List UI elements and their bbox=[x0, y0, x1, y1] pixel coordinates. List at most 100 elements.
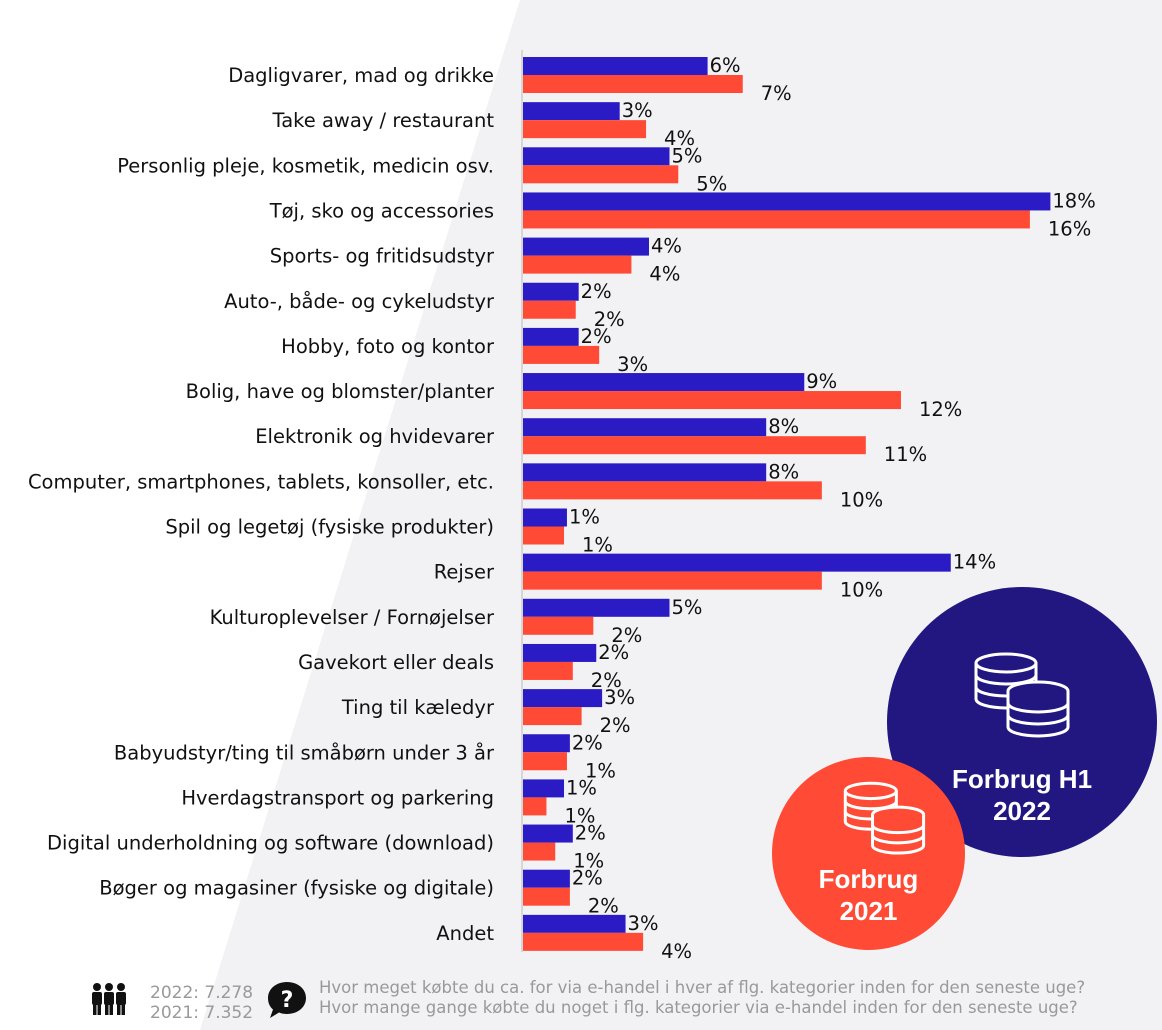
category-label: Gavekort eller deals bbox=[298, 651, 494, 674]
bar-2022 bbox=[523, 824, 573, 843]
bar-2022 bbox=[523, 373, 805, 392]
bar-2021 bbox=[523, 255, 632, 274]
value-label-2022: 3% bbox=[622, 99, 653, 122]
value-label-2021: 12% bbox=[919, 398, 962, 421]
bar-2021 bbox=[523, 75, 743, 93]
category-label: Babyudstyr/ting til småbørn under 3 år bbox=[114, 741, 495, 764]
legend-item-2021: Forbrug 2021 bbox=[772, 757, 965, 950]
bar-2021 bbox=[523, 616, 594, 635]
value-label-2022: 2% bbox=[575, 822, 606, 845]
bar-2022 bbox=[523, 282, 579, 301]
survey-question-1: Hvor meget købte du ca. for via e-handel… bbox=[319, 978, 1086, 997]
category-label: Elektronik og hvidevarer bbox=[255, 425, 495, 448]
sample-size-2022: 2022: 7.278 bbox=[150, 983, 254, 1003]
bar-2022 bbox=[523, 869, 570, 888]
value-label-2022: 3% bbox=[604, 686, 635, 709]
category-label: Digital underholdning og software (downl… bbox=[47, 832, 494, 855]
bar-2022 bbox=[523, 779, 565, 798]
value-label-2021: 1% bbox=[564, 804, 595, 827]
value-label-2021: 2% bbox=[588, 895, 619, 918]
value-label-2022: 2% bbox=[581, 280, 612, 303]
bar-2022 bbox=[523, 57, 708, 75]
question-icon: ? bbox=[266, 980, 308, 1025]
value-label-2021: 7% bbox=[761, 82, 792, 105]
bar-2022 bbox=[523, 643, 597, 662]
people-icon bbox=[90, 982, 128, 1021]
category-label: Hobby, foto og kontor bbox=[281, 335, 495, 358]
bar-2021 bbox=[523, 752, 567, 771]
bar-2022 bbox=[523, 463, 767, 482]
bar-2021 bbox=[523, 842, 556, 861]
value-label-2021: 2% bbox=[611, 624, 642, 647]
bar-2021 bbox=[523, 210, 1030, 229]
value-label-2022: 5% bbox=[672, 596, 703, 619]
value-label-2022: 1% bbox=[569, 506, 600, 529]
category-label: Kulturoplevelser / Fornøjelser bbox=[210, 606, 495, 629]
bar-2022 bbox=[523, 914, 626, 933]
value-label-2021: 4% bbox=[661, 940, 692, 960]
bar-2022 bbox=[523, 418, 767, 437]
value-label-2021: 11% bbox=[884, 443, 927, 466]
value-label-2022: 1% bbox=[566, 776, 597, 799]
bar-2022 bbox=[523, 553, 951, 572]
bar-2022 bbox=[523, 508, 567, 527]
value-label-2022: 4% bbox=[651, 235, 682, 258]
category-label: Spil og legetøj (fysiske produkter) bbox=[165, 516, 494, 539]
category-label: Ting til kæledyr bbox=[341, 696, 495, 719]
bar-2021 bbox=[523, 797, 547, 816]
legend-2022-label-line1: Forbrug H1 bbox=[951, 764, 1093, 794]
bar-2021 bbox=[523, 120, 647, 139]
value-label-2021: 2% bbox=[594, 308, 625, 331]
bar-2021 bbox=[523, 391, 901, 410]
category-label: Hverdagstransport og parkering bbox=[181, 786, 494, 809]
value-label-2021: 1% bbox=[585, 759, 616, 782]
value-label-2021: 4% bbox=[649, 263, 680, 286]
bar-2022 bbox=[523, 192, 1051, 211]
bar-2021 bbox=[523, 481, 822, 500]
value-label-2021: 1% bbox=[573, 850, 604, 873]
bar-2021 bbox=[523, 571, 822, 590]
bar-2022 bbox=[523, 689, 603, 708]
value-label-2022: 8% bbox=[768, 415, 799, 438]
value-label-2021: 2% bbox=[600, 714, 631, 737]
value-label-2022: 2% bbox=[581, 325, 612, 348]
coins-icon bbox=[840, 779, 934, 866]
bar-2022 bbox=[523, 237, 649, 256]
value-label-2021: 10% bbox=[840, 579, 883, 602]
bar-2021 bbox=[523, 300, 576, 319]
bar-2022 bbox=[523, 734, 570, 753]
value-label-2022: 6% bbox=[710, 54, 741, 77]
bar-2022 bbox=[523, 327, 579, 346]
sample-size-2021: 2021: 7.352 bbox=[150, 1003, 254, 1023]
value-label-2021: 2% bbox=[591, 669, 622, 692]
category-label: Andet bbox=[436, 922, 494, 945]
svg-text:?: ? bbox=[281, 988, 294, 1013]
bar-2021 bbox=[523, 526, 565, 545]
bar-2022 bbox=[523, 147, 670, 166]
value-label-2022: 18% bbox=[1052, 189, 1095, 212]
category-label: Rejser bbox=[434, 561, 495, 584]
value-label-2022: 14% bbox=[953, 551, 996, 574]
bar-2021 bbox=[523, 707, 582, 726]
value-label-2022: 2% bbox=[598, 641, 629, 664]
category-label: Computer, smartphones, tablets, konsolle… bbox=[28, 470, 494, 493]
category-label: Sports- og fritidsudstyr bbox=[270, 245, 495, 268]
survey-question-2: Hvor mange gange købte du noget i flg. k… bbox=[319, 998, 1078, 1017]
footer: 2022: 7.278 2021: 7.352 ? Hvor meget køb… bbox=[0, 960, 1162, 1030]
value-label-2021: 10% bbox=[840, 488, 883, 511]
legend-2021-label-line1: Forbrug bbox=[818, 864, 919, 894]
value-label-2021: 4% bbox=[664, 127, 695, 150]
legend-2022-label-line2: 2022 bbox=[993, 796, 1051, 826]
bar-2021 bbox=[523, 932, 644, 951]
value-label-2021: 5% bbox=[696, 172, 727, 195]
bar-chart: Dagligvarer, mad og drikke 6% 7% Take away … bbox=[28, 50, 1096, 960]
value-label-2022: 2% bbox=[572, 731, 603, 754]
category-label: Bolig, have og blomster/planter bbox=[186, 380, 495, 403]
value-label-2022: 2% bbox=[572, 867, 603, 890]
value-label-2021: 1% bbox=[582, 534, 613, 557]
bar-2021 bbox=[523, 887, 570, 906]
category-label: Take away / restaurant bbox=[272, 109, 495, 132]
value-label-2022: 8% bbox=[768, 460, 799, 483]
bar-2022 bbox=[523, 598, 670, 617]
bar-2021 bbox=[523, 345, 600, 364]
